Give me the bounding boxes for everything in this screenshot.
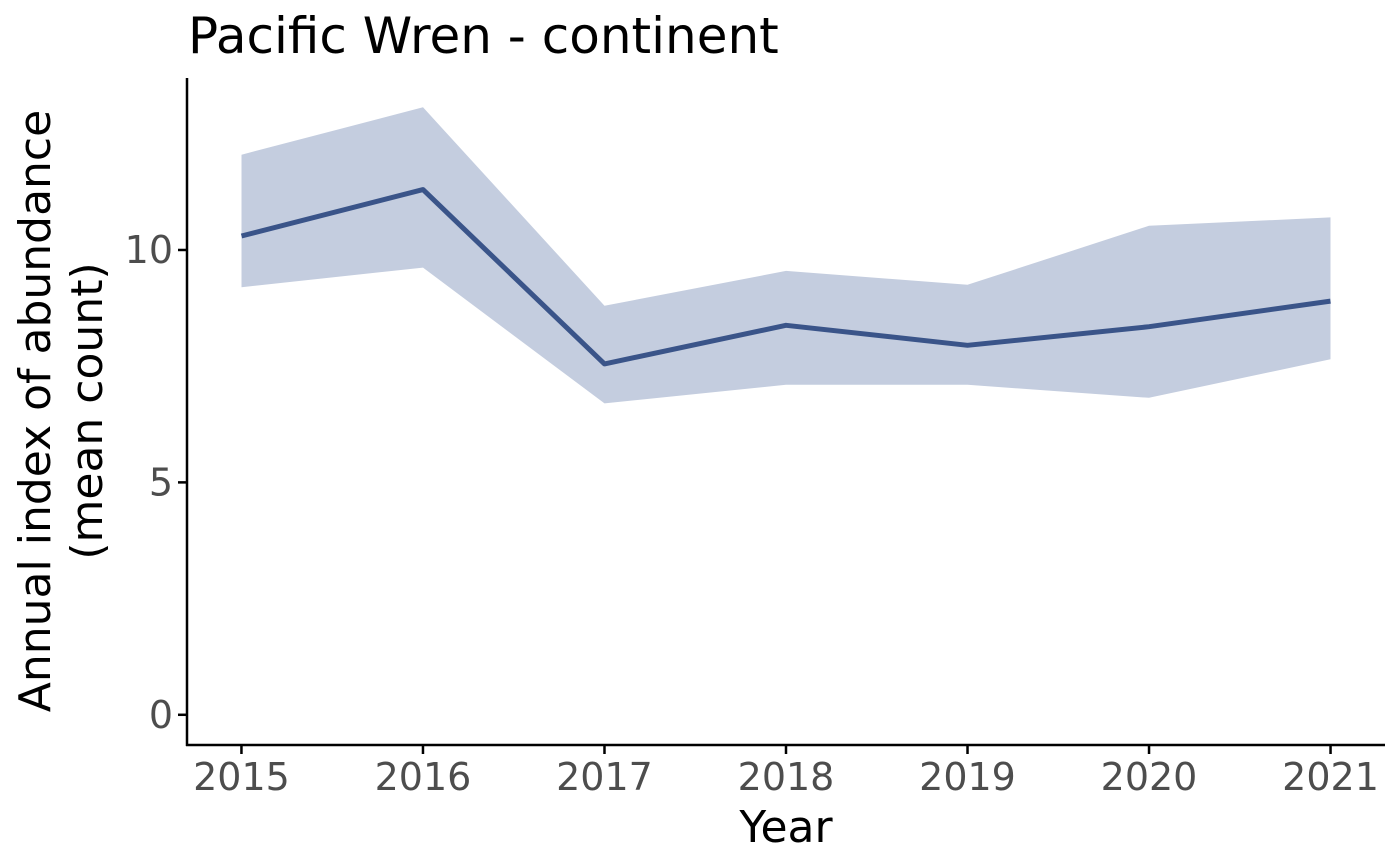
series-line <box>240 187 1331 367</box>
x-tick-label: 2019 <box>919 755 1016 799</box>
x-axis-title: Year <box>738 802 833 853</box>
y-tick-label: 10 <box>125 228 173 272</box>
confidence-band <box>241 107 1331 404</box>
y-tick-label: 0 <box>149 693 173 737</box>
y-axis-ticks: 0 5 10 <box>125 228 187 737</box>
x-tick-label: 2018 <box>738 755 835 799</box>
x-tick-label: 2015 <box>193 755 290 799</box>
x-tick-label: 2020 <box>1101 755 1198 799</box>
x-axis-ticks: 2015 2016 2017 2018 2019 2020 2021 <box>193 745 1379 799</box>
chart-title: Pacific Wren - continent <box>188 7 779 65</box>
y-axis-title-line-1: Annual index of abundance <box>10 110 61 712</box>
y-axis-title: Annual index of abundance (mean count) <box>10 110 113 712</box>
y-tick-label: 5 <box>149 460 173 504</box>
plot-area <box>240 107 1331 404</box>
x-tick-label: 2017 <box>556 755 653 799</box>
y-axis-title-line-2: (mean count) <box>62 262 113 559</box>
x-tick-label: 2016 <box>375 755 472 799</box>
x-tick-label: 2021 <box>1282 755 1379 799</box>
